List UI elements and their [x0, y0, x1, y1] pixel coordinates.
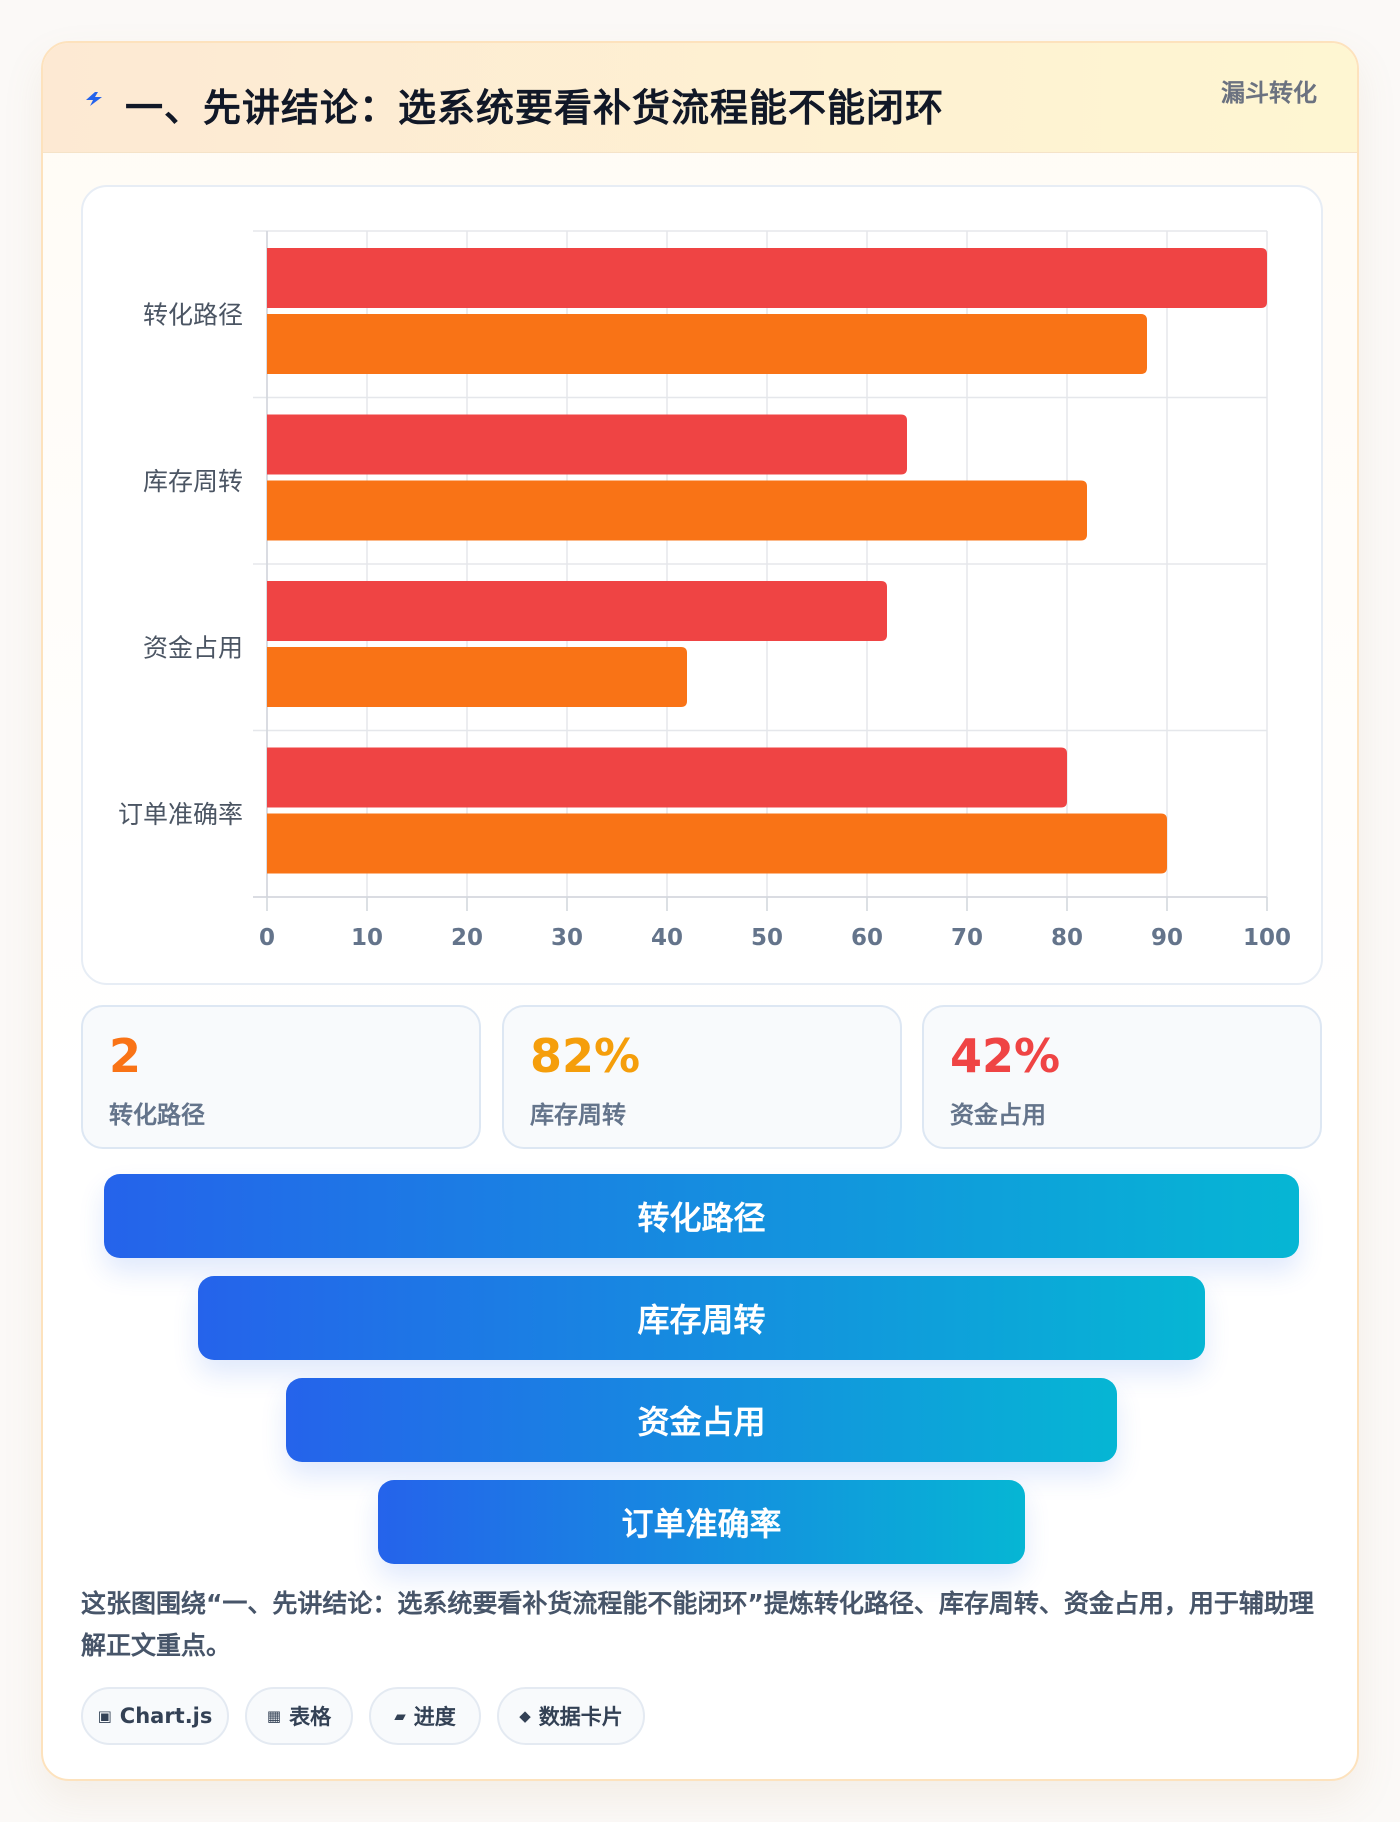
x-tick-label: 80 — [1051, 925, 1083, 951]
chip-data-card[interactable]: ◆ 数据卡片 — [497, 1687, 645, 1745]
stat-label: 转化路径 — [109, 1101, 205, 1129]
funnel-step-inventory: 库存周转 — [198, 1276, 1205, 1360]
funnel-tag: 漏斗转化 — [1221, 79, 1317, 107]
bar — [267, 813, 1167, 874]
x-tick-label: 10 — [351, 925, 383, 951]
bar — [267, 581, 887, 641]
chip-label: 进度 — [413, 1705, 456, 1729]
x-tick-label: 30 — [551, 925, 583, 951]
page-title: 一、先讲结论：选系统要看补货流程能不能闭环 — [125, 86, 945, 130]
x-tick-label: 40 — [651, 925, 683, 951]
x-tick-label: 90 — [1151, 925, 1183, 951]
data-card-icon: ◆ — [519, 1707, 531, 1725]
chip-chartjs[interactable]: ▣ Chart.js — [81, 1687, 229, 1745]
y-tick-label: 库存周转 — [143, 467, 243, 496]
card-header: 一、先讲结论：选系统要看补货流程能不能闭环 漏斗转化 — [43, 43, 1357, 153]
bar — [267, 314, 1147, 374]
x-tick-label: 20 — [451, 925, 483, 951]
funnel-step-order-accuracy: 订单准确率 — [378, 1480, 1025, 1564]
y-tick-label: 资金占用 — [143, 633, 243, 662]
progress-icon: ▰ — [394, 1707, 406, 1725]
lightning-icon — [86, 92, 102, 106]
funnel-step-capital: 资金占用 — [286, 1378, 1117, 1462]
y-tick-label: 订单准确率 — [118, 800, 243, 829]
chip-table[interactable]: ▦ 表格 — [245, 1687, 353, 1745]
stat-label: 资金占用 — [950, 1101, 1046, 1129]
stat-card-inventory: 82% 库存周转 — [502, 1005, 902, 1149]
chip-label: 数据卡片 — [538, 1705, 623, 1729]
y-tick-label: 转化路径 — [143, 300, 243, 329]
stat-card-conversion: 2 转化路径 — [81, 1005, 481, 1149]
x-tick-label: 0 — [259, 925, 275, 951]
chip-progress[interactable]: ▰ 进度 — [369, 1687, 481, 1745]
x-tick-label: 100 — [1243, 925, 1291, 951]
x-tick-label: 50 — [751, 925, 783, 951]
bar — [267, 647, 687, 707]
chart-icon: ▣ — [97, 1707, 112, 1725]
bar — [267, 414, 907, 475]
stat-value: 2 — [109, 1029, 142, 1083]
content-card: 一、先讲结论：选系统要看补货流程能不能闭环 漏斗转化 转化路径 库存周转 资金占用订… — [41, 41, 1359, 1781]
chip-label: 表格 — [289, 1705, 332, 1729]
bar-chart-panel: 转化路径库存周转资金占用订单准确率 0 10 20 30 40 50 60 70 80 90 100 — [81, 185, 1323, 985]
bar — [267, 248, 1267, 308]
stat-label: 库存周转 — [530, 1101, 626, 1129]
stat-value: 82% — [530, 1029, 641, 1083]
table-icon: ▦ — [266, 1707, 282, 1725]
chip-label: Chart.js — [119, 1704, 213, 1728]
stat-card-capital: 42% 资金占用 — [922, 1005, 1322, 1149]
chart-summary: 这张图围绕“一、先讲结论：选系统要看补货流程能不能闭环”提炼转化路径、库存周转、… — [81, 1589, 1314, 1660]
x-tick-label: 60 — [851, 925, 883, 951]
x-tick-label: 70 — [951, 925, 983, 951]
bar — [267, 747, 1067, 808]
funnel-step-conversion: 转化路径 — [104, 1174, 1299, 1258]
stat-value: 42% — [950, 1029, 1061, 1083]
bar — [267, 480, 1087, 541]
